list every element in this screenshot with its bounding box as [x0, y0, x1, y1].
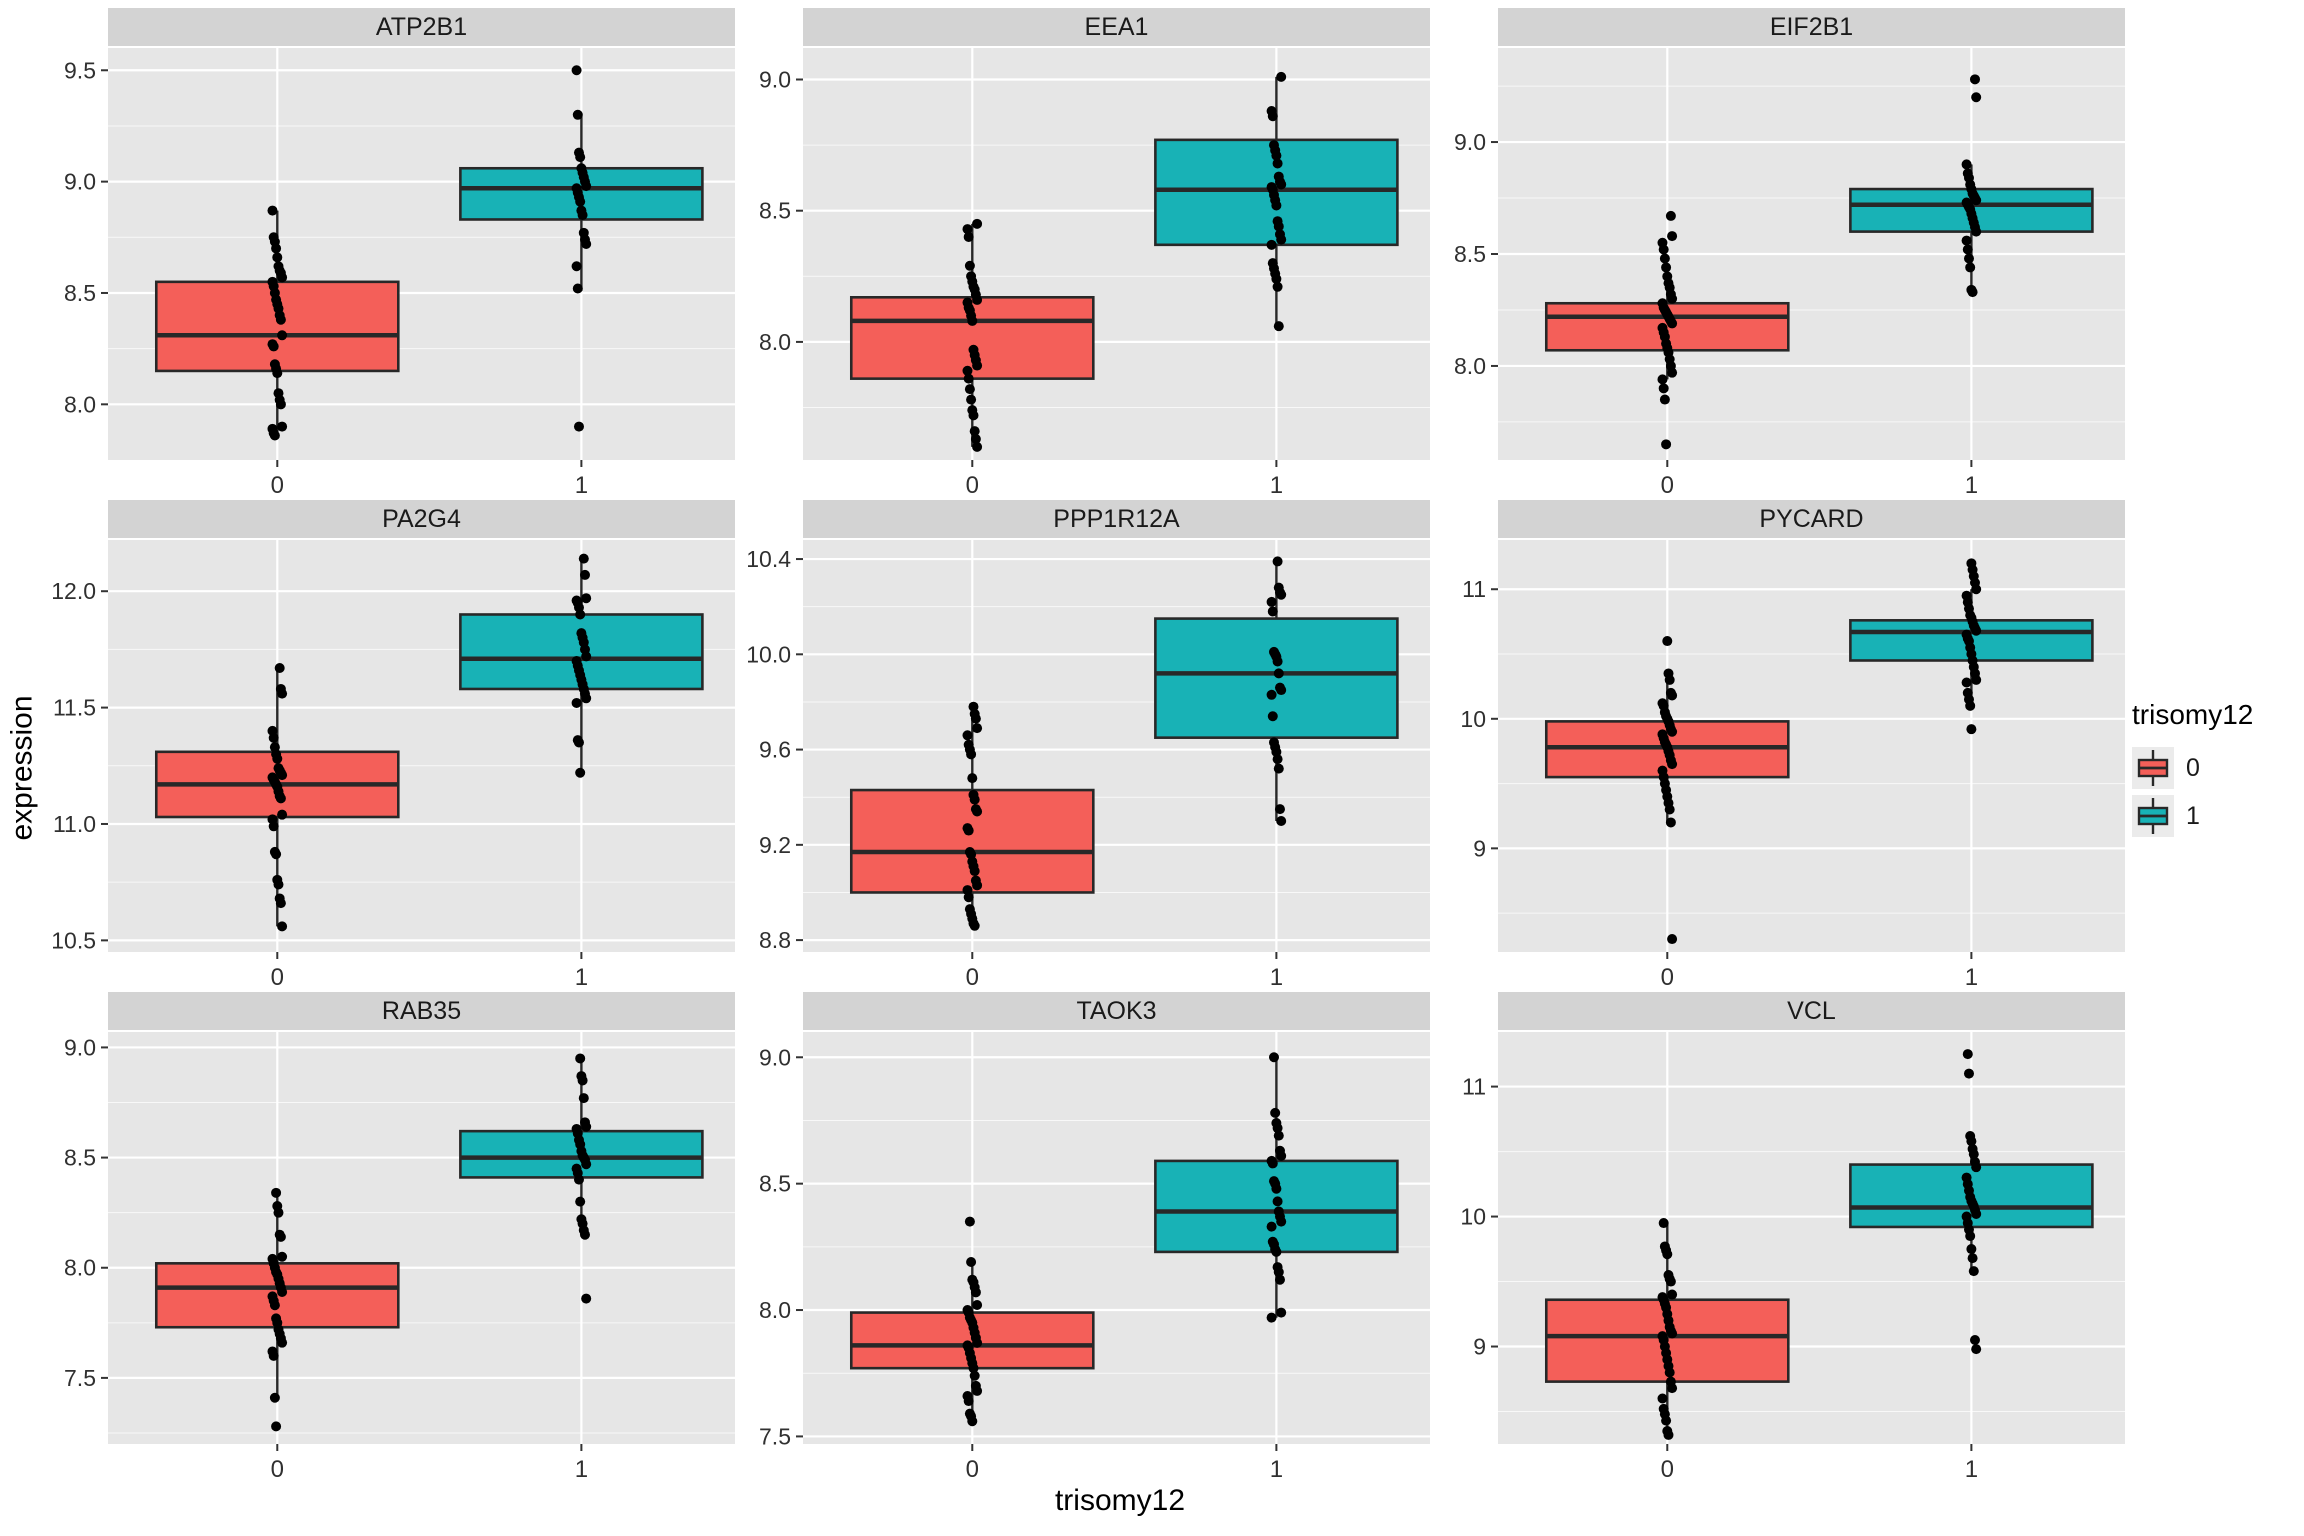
facet-PPP1R12A: PPP1R12A 8.8 9.2 9.6 10.0 10.4 0 1 — [741, 500, 1436, 992]
x-tick-label: 1 — [1965, 1456, 1978, 1482]
facet-plot-RAB35: 7.5 8.0 8.5 9.0 0 1 — [64, 1032, 735, 1482]
x-tick-label: 1 — [575, 964, 588, 990]
x-tick-label: 1 — [1965, 472, 1978, 498]
y-tick-label: 8.0 — [759, 329, 791, 355]
y-tick-label: 10.0 — [746, 641, 791, 667]
y-tick-label: 8.0 — [64, 391, 96, 417]
legend-column: trisomy12 0 1 — [2132, 0, 2304, 1536]
facet-strip-title: TAOK3 — [803, 992, 1430, 1030]
legend: trisomy12 0 1 — [2132, 699, 2304, 837]
facet-grid: ATP2B1 8.0 8.5 9.0 9.5 0 1 EEA1 8.0 8.5 9.0 0 1 EIF2B… — [46, 8, 2132, 1484]
y-tick-label: 10.4 — [746, 546, 791, 572]
x-tick-label: 1 — [1270, 964, 1283, 990]
boxplot-key-icon — [2132, 747, 2174, 789]
y-tick-label: 11 — [1462, 1074, 1486, 1100]
x-tick-label: 0 — [271, 964, 284, 990]
x-tick-label: 0 — [966, 1456, 979, 1482]
facet-ATP2B1: ATP2B1 8.0 8.5 9.0 9.5 0 1 — [46, 8, 741, 500]
facet-plot-PYCARD: 9 10 11 0 1 — [1460, 540, 2125, 990]
y-tick-label: 9 — [1473, 835, 1486, 861]
y-tick-label: 9.0 — [759, 1044, 791, 1070]
x-tick-label: 0 — [966, 472, 979, 498]
x-tick-label: 0 — [1661, 1456, 1674, 1482]
y-tick-label: 8.5 — [64, 1145, 96, 1171]
facet-plot-ATP2B1: 8.0 8.5 9.0 9.5 0 1 — [64, 48, 735, 498]
y-tick-label: 8.5 — [64, 280, 96, 306]
facet-plot-EIF2B1: 8.0 8.5 9.0 0 1 — [1454, 48, 2125, 498]
y-tick-label: 9.0 — [64, 169, 96, 195]
y-tick-label: 9.0 — [64, 1034, 96, 1060]
x-tick-label: 1 — [575, 1456, 588, 1482]
y-tick-label: 9.6 — [759, 737, 791, 763]
y-tick-label: 8.0 — [1454, 353, 1486, 379]
legend-label-1: 1 — [2186, 801, 2200, 830]
y-tick-label: 8.5 — [759, 198, 791, 224]
y-tick-label: 9 — [1473, 1334, 1486, 1360]
facet-strip-title: VCL — [1498, 992, 2125, 1030]
facet-strip-title: EEA1 — [803, 8, 1430, 46]
x-tick-label: 0 — [966, 964, 979, 990]
y-tick-label: 8.0 — [64, 1255, 96, 1281]
facet-TAOK3: TAOK3 7.5 8.0 8.5 9.0 0 1 — [741, 992, 1436, 1484]
y-tick-label: 8.5 — [759, 1171, 791, 1197]
y-tick-label: 9.2 — [759, 832, 791, 858]
y-tick-label: 10 — [1460, 706, 1486, 732]
y-tick-label: 7.5 — [64, 1365, 96, 1391]
y-tick-label: 8.5 — [1454, 241, 1486, 267]
facet-PYCARD: PYCARD 9 10 11 0 1 — [1436, 500, 2131, 992]
y-tick-label: 11.5 — [53, 695, 96, 721]
y-tick-label: 10.5 — [51, 927, 96, 953]
facet-plot-TAOK3: 7.5 8.0 8.5 9.0 0 1 — [759, 1032, 1430, 1482]
y-tick-label: 11 — [1462, 576, 1486, 602]
facet-plot-PA2G4: 10.5 11.0 11.5 12.0 0 1 — [51, 540, 735, 990]
facet-EIF2B1: EIF2B1 8.0 8.5 9.0 0 1 — [1436, 8, 2131, 500]
y-tick-label: 9.0 — [1454, 129, 1486, 155]
x-axis-title-row: trisomy12 — [46, 1484, 2132, 1528]
facet-PA2G4: PA2G4 10.5 11.0 11.5 12.0 0 1 — [46, 500, 741, 992]
facet-plot-PPP1R12A: 8.8 9.2 9.6 10.0 10.4 0 1 — [746, 540, 1430, 990]
facet-RAB35: RAB35 7.5 8.0 8.5 9.0 0 1 — [46, 992, 741, 1484]
facet-strip-title: ATP2B1 — [108, 8, 735, 46]
y-tick-label: 8.8 — [759, 927, 791, 953]
boxplot-key-icon — [2132, 795, 2174, 837]
legend-item-1: 1 — [2132, 795, 2304, 837]
box-TAOK3-group1 — [1154, 1159, 1399, 1254]
y-tick-label: 10 — [1460, 1204, 1486, 1230]
y-tick-label: 8.0 — [759, 1297, 791, 1323]
facet-strip-title: EIF2B1 — [1498, 8, 2125, 46]
y-tick-label: 7.5 — [759, 1423, 791, 1449]
facet-strip-title: PPP1R12A — [803, 500, 1430, 538]
facet-VCL: VCL 9 10 11 0 1 — [1436, 992, 2131, 1484]
x-tick-label: 0 — [1661, 472, 1674, 498]
x-tick-label: 1 — [1270, 472, 1283, 498]
box-PPP1R12A-group1 — [1154, 617, 1399, 739]
facet-plot-VCL: 9 10 11 0 1 — [1460, 1032, 2125, 1482]
y-axis-title-column: expression — [0, 0, 46, 1536]
facet-strip-title: RAB35 — [108, 992, 735, 1030]
x-tick-label: 1 — [1965, 964, 1978, 990]
facet-strip-title: PA2G4 — [108, 500, 735, 538]
legend-title: trisomy12 — [2132, 699, 2254, 730]
y-tick-label: 12.0 — [51, 578, 96, 604]
x-axis-title: trisomy12 — [1054, 1484, 1186, 1517]
facet-EEA1: EEA1 8.0 8.5 9.0 0 1 — [741, 8, 1436, 500]
y-axis-title: expression — [6, 695, 40, 841]
x-tick-label: 1 — [575, 472, 588, 498]
legend-item-0: 0 — [2132, 747, 2304, 789]
facet-area: ATP2B1 8.0 8.5 9.0 9.5 0 1 EEA1 8.0 8.5 9.0 0 1 EIF2B… — [46, 0, 2132, 1536]
y-tick-label: 11.0 — [53, 811, 96, 837]
x-tick-label: 0 — [271, 1456, 284, 1482]
legend-label-0: 0 — [2186, 753, 2200, 782]
y-tick-label: 9.0 — [759, 66, 791, 92]
facet-plot-EEA1: 8.0 8.5 9.0 0 1 — [759, 48, 1430, 498]
facet-strip-title: PYCARD — [1498, 500, 2125, 538]
y-tick-label: 9.5 — [64, 57, 96, 83]
x-tick-label: 0 — [1661, 964, 1674, 990]
x-tick-label: 0 — [271, 472, 284, 498]
x-tick-label: 1 — [1270, 1456, 1283, 1482]
